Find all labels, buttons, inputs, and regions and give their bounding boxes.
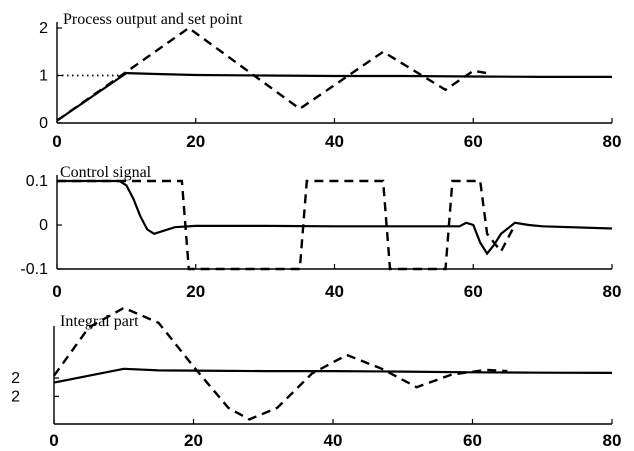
y-tick-label: -0.1 xyxy=(20,261,48,278)
series-line-solid xyxy=(57,179,613,256)
y-tick-label: 1 xyxy=(39,68,48,85)
x-tick-label: 0 xyxy=(52,132,61,151)
panel-title: Control signal xyxy=(60,164,152,181)
x-tick-label: 60 xyxy=(464,132,483,151)
panel-title: Process output and set point xyxy=(63,11,243,28)
x-tick-label: 40 xyxy=(325,132,344,151)
panel-title: Integral part xyxy=(60,313,139,330)
y-tick-label: 2 xyxy=(11,388,20,405)
x-tick-label: 60 xyxy=(464,282,483,301)
y-tick-label: 0.1 xyxy=(26,173,48,190)
x-tick-label: 80 xyxy=(603,282,622,301)
y-tick-label: 2 xyxy=(11,370,20,387)
panel-process-output: Process output and set point 0 20 40 60 80 2 1… xyxy=(39,11,621,151)
x-tick-label: 20 xyxy=(186,132,205,151)
y-tick-label: 0 xyxy=(39,115,48,132)
series-line-dashed xyxy=(56,26,488,122)
x-tick-label: 0 xyxy=(52,282,61,301)
x-tick-label: 20 xyxy=(186,282,205,301)
x-tick-label: 60 xyxy=(463,431,482,450)
x-tick-label: 20 xyxy=(184,431,203,450)
x-tick-label: 0 xyxy=(49,431,58,450)
x-tick-label: 40 xyxy=(325,282,344,301)
x-tick-label: 80 xyxy=(603,132,622,151)
series-line-solid xyxy=(56,71,612,122)
series-line-solid xyxy=(53,367,613,384)
series-line-dashed xyxy=(53,306,508,421)
y-tick-label: 0 xyxy=(39,217,48,234)
x-tick-label: 40 xyxy=(324,431,343,450)
panel-integral-part: Integral part 0 20 40 60 80 22 xyxy=(11,306,622,450)
panel-control-signal: Control signal 0 20 40 60 800.10-0.1 xyxy=(20,164,621,301)
x-tick-label: 80 xyxy=(603,431,622,450)
series-line-dashed xyxy=(57,179,516,271)
y-tick-label: 2 xyxy=(39,20,48,37)
